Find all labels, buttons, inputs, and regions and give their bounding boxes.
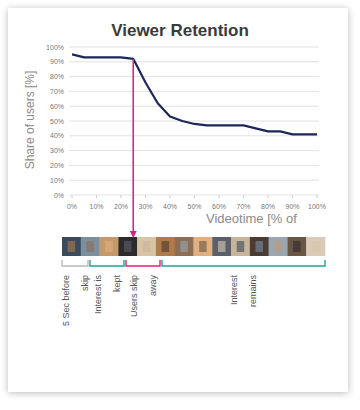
x-tick <box>292 195 293 198</box>
y-grid-line <box>69 121 319 122</box>
thumbnail <box>194 237 213 256</box>
arrow-head <box>130 231 137 238</box>
y-tick-label: 90% <box>50 58 64 65</box>
thumbnail <box>250 237 269 256</box>
x-tick-label: 100% <box>308 203 326 210</box>
y-tick-label: 10% <box>50 177 64 184</box>
y-axis-label: Share of users [%] <box>23 71 37 170</box>
retention-line <box>72 54 317 134</box>
phase-label: Interest is <box>93 275 103 315</box>
y-grid-line <box>69 180 319 181</box>
thumbnail <box>269 237 288 256</box>
x-tick-label: 70% <box>236 203 250 210</box>
thumbnail-detail <box>312 241 320 252</box>
x-tick-label: 90% <box>285 203 299 210</box>
y-grid-line <box>69 61 319 62</box>
phase-bracket <box>62 260 88 266</box>
thumbnail-detail <box>293 241 301 252</box>
y-tick-label: 30% <box>50 147 64 154</box>
phase-label: remains <box>248 275 258 308</box>
y-tick-label: 100% <box>46 44 64 51</box>
x-tick-label: 20% <box>114 203 128 210</box>
x-tick <box>317 195 318 198</box>
x-tick-label: 10% <box>89 203 103 210</box>
x-tick-label: 40% <box>163 203 177 210</box>
thumbnail <box>306 237 325 256</box>
thumbnail <box>100 237 119 256</box>
thumbnail-detail <box>199 241 207 252</box>
thumbnail-detail <box>255 241 263 252</box>
thumbnail <box>137 237 156 256</box>
thumbnail <box>212 237 231 256</box>
thumbnail <box>118 237 137 256</box>
y-grid-line <box>69 165 319 166</box>
y-grid-line <box>69 135 319 136</box>
thumbnail-detail <box>86 241 94 252</box>
thumbnail <box>175 237 194 256</box>
x-tick-label: 60% <box>212 203 226 210</box>
y-grid-line <box>69 106 319 107</box>
x-tick <box>72 195 73 198</box>
x-tick <box>170 195 171 198</box>
x-tick <box>96 195 97 198</box>
thumbnail <box>231 237 250 256</box>
y-tick-label: 40% <box>50 132 64 139</box>
x-tick-label: 80% <box>261 203 275 210</box>
x-tick-label: 50% <box>187 203 201 210</box>
thumbnail <box>62 237 81 256</box>
thumbnail-detail <box>105 241 113 252</box>
phase-bracket <box>90 260 124 266</box>
phase-label: 5 Sec before <box>61 275 71 326</box>
x-tick-label: 0% <box>67 203 77 210</box>
phase-bracket <box>162 260 325 266</box>
phase-label: Users skip <box>129 275 139 317</box>
y-tick-label: 0% <box>54 192 64 199</box>
x-tick <box>121 195 122 198</box>
thumbnail-detail <box>274 241 282 252</box>
y-tick-label: 50% <box>50 118 64 125</box>
phase-label: skip <box>80 275 90 291</box>
y-grid-line <box>69 76 319 77</box>
x-tick <box>219 195 220 198</box>
thumbnail-detail <box>143 241 151 252</box>
thumbnail-detail <box>68 241 76 252</box>
thumbnail <box>156 237 175 256</box>
phase-label: kept <box>112 275 122 293</box>
thumbnail-detail <box>218 241 226 252</box>
chart-svg: Viewer Retention 0% 10% 20% 30% 40% 50% 60% 70% 8… <box>0 0 360 410</box>
thumbnail-detail <box>180 241 188 252</box>
y-tick-label: 60% <box>50 103 64 110</box>
x-tick <box>145 195 146 198</box>
x-tick <box>243 195 244 198</box>
x-tick-label: 30% <box>138 203 152 210</box>
thumbnail <box>81 237 100 256</box>
phase-bracket <box>126 260 160 266</box>
x-axis-label: Videotime [% of <box>206 211 297 226</box>
thumbnail-detail <box>124 241 132 252</box>
thumbnail-detail <box>162 241 170 252</box>
thumbnail-detail <box>237 241 245 252</box>
phase-label: Interest <box>229 275 239 306</box>
thumbnail-strip <box>62 237 325 256</box>
thumbnail <box>287 237 306 256</box>
x-tick <box>268 195 269 198</box>
y-grid-line <box>69 91 319 92</box>
phase-label: away <box>148 275 158 297</box>
y-tick-label: 80% <box>50 73 64 80</box>
arrow-line <box>132 59 134 232</box>
plot-area <box>72 54 317 134</box>
y-tick-label: 20% <box>50 162 64 169</box>
title: Viewer Retention <box>111 21 249 40</box>
x-tick <box>194 195 195 198</box>
y-tick-label: 70% <box>50 88 64 95</box>
y-grid-line <box>69 150 319 151</box>
y-grid-line <box>69 47 319 48</box>
card <box>8 8 348 392</box>
